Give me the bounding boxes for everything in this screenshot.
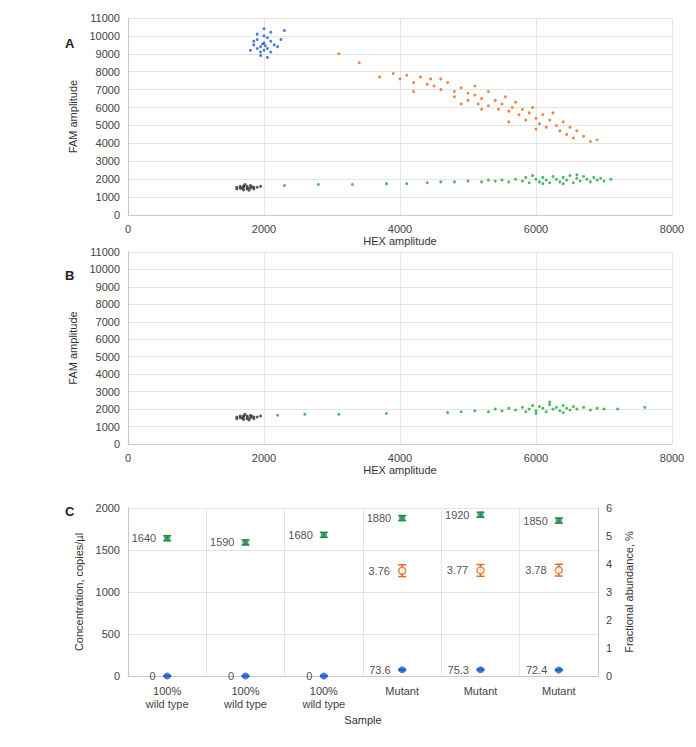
svg-text:8000: 8000 (96, 298, 120, 310)
svg-text:C: C (65, 504, 75, 519)
svg-text:HEX amplitude: HEX amplitude (363, 235, 436, 247)
svg-text:4000: 4000 (388, 452, 412, 464)
svg-text:1500: 1500 (96, 544, 120, 556)
svg-text:2000: 2000 (252, 452, 276, 464)
svg-text:5: 5 (606, 530, 612, 542)
svg-text:4000: 4000 (96, 368, 120, 380)
svg-text:1850: 1850 (523, 515, 547, 527)
svg-text:100%: 100% (310, 685, 338, 697)
svg-text:100%: 100% (231, 685, 259, 697)
svg-text:6000: 6000 (524, 223, 548, 235)
svg-text:HEX amplitude: HEX amplitude (363, 464, 436, 476)
svg-text:2: 2 (606, 614, 612, 626)
svg-text:3.78: 3.78 (525, 564, 546, 576)
svg-text:Sample: Sample (344, 714, 381, 726)
svg-text:8000: 8000 (96, 66, 120, 78)
svg-text:1920: 1920 (445, 509, 469, 521)
svg-text:2000: 2000 (252, 223, 276, 235)
svg-text:5000: 5000 (96, 351, 120, 363)
svg-text:75.3: 75.3 (448, 664, 469, 676)
svg-text:500: 500 (102, 628, 120, 640)
svg-text:0: 0 (306, 670, 312, 682)
svg-text:wild type: wild type (223, 698, 267, 710)
svg-text:6000: 6000 (96, 333, 120, 345)
svg-text:6: 6 (606, 502, 612, 514)
svg-text:1000: 1000 (96, 586, 120, 598)
svg-text:1680: 1680 (288, 529, 312, 541)
svg-text:11000: 11000 (90, 246, 120, 258)
svg-text:1590: 1590 (210, 536, 234, 548)
svg-text:3.76: 3.76 (368, 565, 389, 577)
svg-text:0: 0 (606, 670, 612, 682)
svg-text:9000: 9000 (96, 48, 120, 60)
svg-text:100%: 100% (153, 685, 181, 697)
svg-text:0: 0 (114, 438, 120, 450)
svg-text:3000: 3000 (96, 155, 120, 167)
svg-text:0: 0 (125, 452, 131, 464)
svg-text:FAM amplitude: FAM amplitude (67, 311, 79, 384)
svg-text:0: 0 (114, 209, 120, 221)
svg-text:B: B (65, 268, 74, 283)
svg-text:6000: 6000 (96, 102, 120, 114)
svg-text:wild type: wild type (145, 698, 189, 710)
svg-text:2000: 2000 (96, 173, 120, 185)
svg-text:0: 0 (114, 670, 120, 682)
svg-text:Mutant: Mutant (542, 685, 576, 697)
svg-text:11000: 11000 (90, 12, 120, 24)
svg-text:2000: 2000 (96, 403, 120, 415)
svg-text:0: 0 (150, 670, 156, 682)
svg-text:3000: 3000 (96, 386, 120, 398)
svg-text:3: 3 (606, 586, 612, 598)
svg-text:6000: 6000 (524, 452, 548, 464)
svg-text:9000: 9000 (96, 281, 120, 293)
svg-text:8000: 8000 (660, 452, 684, 464)
svg-text:4000: 4000 (388, 223, 412, 235)
svg-text:5000: 5000 (96, 119, 120, 131)
svg-text:2000: 2000 (96, 502, 120, 514)
svg-text:7000: 7000 (96, 84, 120, 96)
svg-text:73.6: 73.6 (369, 664, 390, 676)
svg-text:FAM amplitude: FAM amplitude (67, 80, 79, 153)
svg-text:Fractional abundance, %: Fractional abundance, % (623, 531, 635, 653)
svg-text:10000: 10000 (89, 263, 120, 275)
svg-text:72.4: 72.4 (526, 664, 547, 676)
svg-text:1: 1 (606, 642, 612, 654)
svg-text:Mutant: Mutant (464, 685, 498, 697)
svg-text:0: 0 (228, 670, 234, 682)
svg-text:0: 0 (125, 223, 131, 235)
svg-text:10000: 10000 (89, 30, 120, 42)
svg-text:4000: 4000 (96, 137, 120, 149)
svg-text:7000: 7000 (96, 316, 120, 328)
svg-text:1000: 1000 (96, 421, 120, 433)
svg-text:1880: 1880 (367, 512, 391, 524)
svg-text:4: 4 (606, 558, 612, 570)
svg-text:1640: 1640 (132, 532, 156, 544)
svg-text:Mutant: Mutant (385, 685, 419, 697)
svg-text:1000: 1000 (96, 191, 120, 203)
svg-text:3.77: 3.77 (447, 564, 468, 576)
svg-text:A: A (65, 36, 75, 51)
svg-text:Concentration, copies/µl: Concentration, copies/µl (73, 533, 85, 651)
svg-text:8000: 8000 (660, 223, 684, 235)
svg-text:wild type: wild type (301, 698, 345, 710)
